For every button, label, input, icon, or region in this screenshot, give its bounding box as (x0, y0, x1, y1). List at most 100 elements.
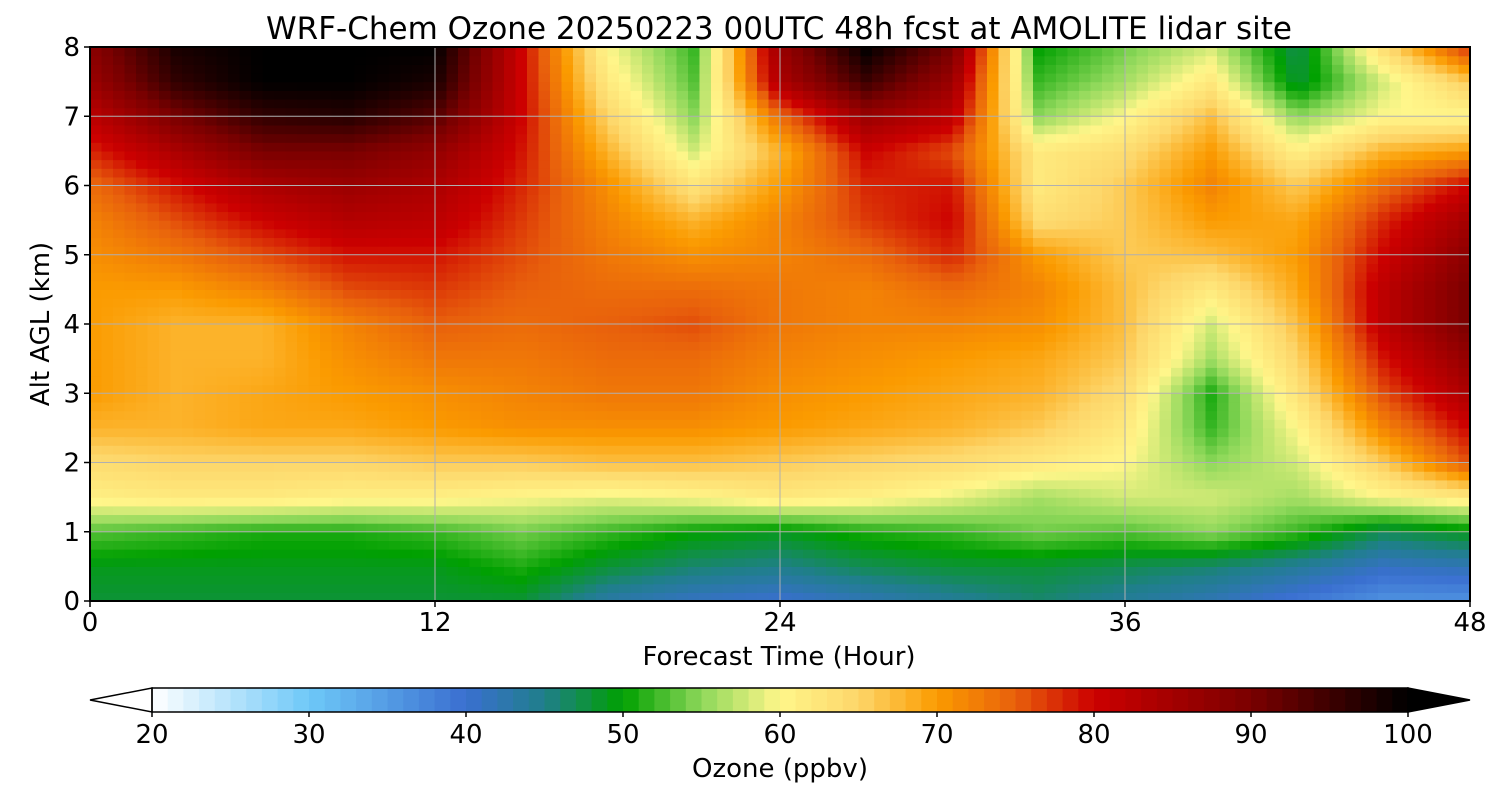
heatmap-cell (653, 531, 666, 542)
heatmap-cell (147, 575, 160, 585)
heatmap-cell (791, 306, 804, 316)
heatmap-cell (561, 471, 574, 481)
heatmap-cell (929, 566, 942, 576)
heatmap-cell (803, 488, 816, 498)
heatmap-cell (849, 557, 862, 567)
heatmap-cell (918, 401, 931, 412)
heatmap-cell (860, 367, 873, 377)
heatmap-cell (285, 531, 298, 542)
heatmap-cell (515, 168, 528, 178)
heatmap-cell (331, 185, 344, 195)
heatmap-cell (366, 445, 379, 455)
heatmap-cell (193, 523, 206, 533)
heatmap-cell (297, 246, 310, 256)
heatmap-cell (343, 124, 356, 135)
heatmap-cell (952, 445, 965, 455)
heatmap-cell (343, 540, 356, 550)
heatmap-cell (262, 168, 275, 178)
heatmap-cell (860, 324, 873, 334)
heatmap-cell (607, 272, 620, 282)
heatmap-cell (193, 298, 206, 308)
heatmap-cell (193, 81, 206, 91)
heatmap-cell (757, 471, 770, 481)
heatmap-cell (952, 306, 965, 316)
heatmap-cell (251, 72, 264, 83)
heatmap-cell (124, 254, 137, 265)
heatmap-cell (101, 306, 114, 316)
heatmap-cell (814, 393, 827, 403)
heatmap-cell (975, 237, 988, 247)
heatmap-cell (619, 514, 632, 524)
heatmap-cell (159, 47, 172, 57)
heatmap-cell (952, 159, 965, 169)
heatmap-cell (573, 98, 586, 109)
heatmap-cell (320, 220, 333, 230)
heatmap-cell (780, 280, 793, 290)
heatmap-cell (458, 185, 471, 195)
heatmap-cell (872, 176, 885, 187)
heatmap-cell (826, 410, 839, 420)
heatmap-cell (573, 427, 586, 438)
heatmap-cell (607, 81, 620, 91)
heatmap-cell (182, 280, 195, 290)
heatmap-cell (228, 505, 241, 516)
heatmap-cell (400, 124, 413, 135)
heatmap-cell (515, 133, 528, 143)
heatmap-cell (412, 142, 425, 152)
heatmap-cell (101, 427, 114, 438)
heatmap-cell (711, 220, 724, 230)
heatmap-cell (492, 384, 505, 394)
heatmap-cell (193, 254, 206, 265)
heatmap-cell (699, 72, 712, 83)
heatmap-cell (262, 445, 275, 455)
heatmap-cell (699, 263, 712, 273)
heatmap-cell (711, 410, 724, 420)
heatmap-cell (964, 401, 977, 412)
heatmap-cell (435, 254, 448, 265)
heatmap-cell (883, 419, 896, 429)
heatmap-cell (136, 497, 149, 507)
heatmap-cell (101, 159, 114, 169)
heatmap-cell (389, 375, 402, 386)
heatmap-cell (458, 315, 471, 325)
heatmap-cell (239, 246, 252, 256)
heatmap-cell (757, 133, 770, 143)
heatmap-cell (895, 324, 908, 334)
heatmap-cell (791, 453, 804, 464)
heatmap-cell (975, 133, 988, 143)
heatmap-cell (964, 142, 977, 152)
heatmap-cell (285, 393, 298, 403)
heatmap-cell (688, 90, 701, 100)
heatmap-cell (550, 185, 563, 195)
heatmap-cell (492, 133, 505, 143)
heatmap-cell (492, 324, 505, 334)
heatmap-cell (941, 55, 954, 65)
heatmap-cell (768, 107, 781, 117)
heatmap-cell (964, 176, 977, 187)
heatmap-cell (826, 263, 839, 273)
heatmap-cell (596, 375, 609, 386)
heatmap-cell (400, 375, 413, 386)
heatmap-cell (561, 72, 574, 83)
heatmap-cell (228, 549, 241, 559)
heatmap-cell (90, 176, 103, 187)
heatmap-cell (423, 523, 436, 533)
heatmap-cell (297, 514, 310, 524)
heatmap-cell (734, 254, 747, 265)
heatmap-cell (768, 211, 781, 221)
heatmap-cell (446, 393, 459, 403)
heatmap-cell (527, 202, 540, 213)
heatmap-cell (251, 133, 264, 143)
heatmap-cell (941, 64, 954, 74)
heatmap-cell (791, 220, 804, 230)
heatmap-cell (389, 549, 402, 559)
heatmap-cell (331, 315, 344, 325)
heatmap-cell (285, 375, 298, 386)
heatmap-cell (768, 168, 781, 178)
heatmap-cell (101, 549, 114, 559)
heatmap-cell (377, 566, 390, 576)
heatmap-cell (872, 168, 885, 178)
heatmap-cell (147, 531, 160, 542)
heatmap-cell (400, 566, 413, 576)
heatmap-cell (515, 272, 528, 282)
